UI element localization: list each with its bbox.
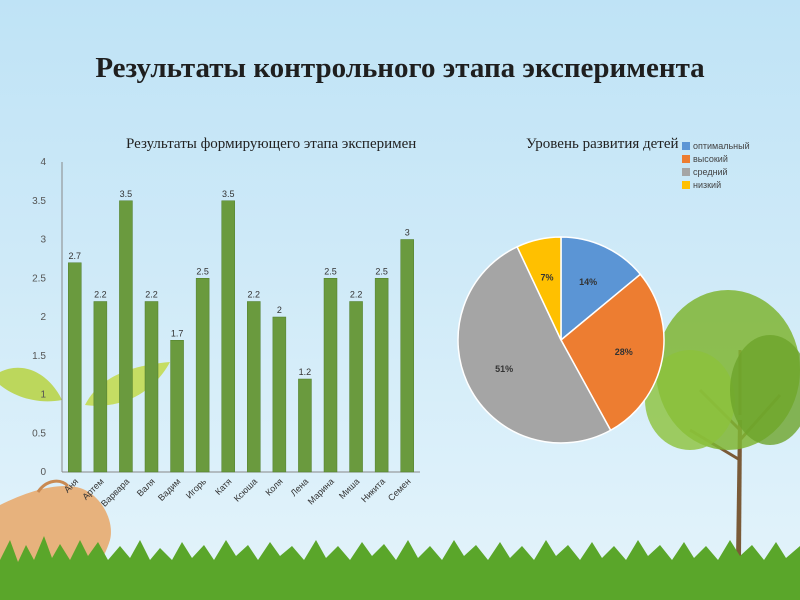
seedling-leaf [0, 367, 62, 402]
bar-value-label: 2.7 [69, 251, 82, 261]
pie-legend: оптимальный высокий средний низкий [682, 139, 750, 191]
pie-slice-label: 28% [615, 347, 633, 357]
legend-label: высокий [693, 153, 728, 164]
bar [400, 239, 414, 473]
bar-value-label: 2.2 [350, 290, 363, 300]
bar-value-label: 2 [277, 305, 282, 315]
legend-label: оптимальный [693, 140, 750, 151]
legend-item: высокий [682, 152, 750, 165]
bar-value-label: 2.5 [324, 266, 337, 276]
legend-swatch [682, 154, 690, 163]
legend-item: низкий [682, 178, 750, 191]
bar-value-label: 2.2 [248, 290, 261, 300]
bar [272, 316, 287, 473]
pie-slice [516, 236, 562, 341]
bar [93, 301, 108, 473]
pie-slice-label: 51% [495, 364, 513, 374]
bar [170, 340, 184, 473]
legend-label: средний [693, 166, 728, 177]
pie-slice-label: 14% [579, 277, 597, 287]
y-tick-label: 2.5 [32, 273, 46, 284]
y-tick-label: 4 [40, 157, 46, 168]
legend-item: оптимальный [682, 139, 750, 152]
bar [298, 378, 312, 473]
legend-swatch [682, 141, 690, 150]
bar [195, 278, 210, 473]
bar-value-label: 2.2 [94, 290, 107, 300]
bar [221, 200, 235, 473]
legend-swatch [682, 180, 690, 189]
bar-value-label: 1.2 [299, 367, 312, 377]
bar-value-label: 2.2 [145, 290, 158, 300]
y-tick-label: 0 [40, 467, 46, 478]
y-tick-label: 3.5 [32, 196, 46, 207]
bar [349, 301, 363, 473]
pie-slice [560, 236, 642, 342]
bar-value-label: 2.5 [375, 266, 388, 276]
bar-value-label: 3.5 [222, 189, 235, 199]
bar-chart-title: Результаты формирующего этапа эксперимен [126, 136, 417, 152]
page-title: Результаты контрольного этапа эксперимен… [95, 52, 705, 84]
bar [247, 301, 261, 473]
grass [0, 536, 800, 600]
y-tick-label: 0.5 [32, 428, 46, 439]
y-tick-label: 3 [40, 235, 46, 246]
y-tick-label: 1 [40, 390, 46, 401]
legend-swatch [682, 167, 690, 176]
bar [144, 301, 159, 473]
bar-value-label: 1.7 [171, 328, 184, 338]
pie-slice [457, 245, 612, 444]
bar [323, 278, 338, 473]
bar-value-label: 3 [405, 228, 410, 238]
bar-value-label: 3.5 [120, 189, 133, 199]
y-tick-label: 1.5 [32, 351, 46, 362]
legend-label: низкий [693, 179, 722, 190]
bar-value-label: 2.5 [196, 266, 209, 276]
tree-illustration [645, 290, 800, 560]
pie-slice-label: 7% [541, 273, 554, 283]
y-tick-label: 2 [40, 312, 46, 323]
pie-slice [560, 273, 665, 432]
bar [119, 200, 133, 473]
bar [68, 262, 82, 473]
pie-chart-title: Уровень развития детей [526, 136, 679, 152]
bar [374, 278, 389, 473]
legend-item: средний [682, 165, 750, 178]
